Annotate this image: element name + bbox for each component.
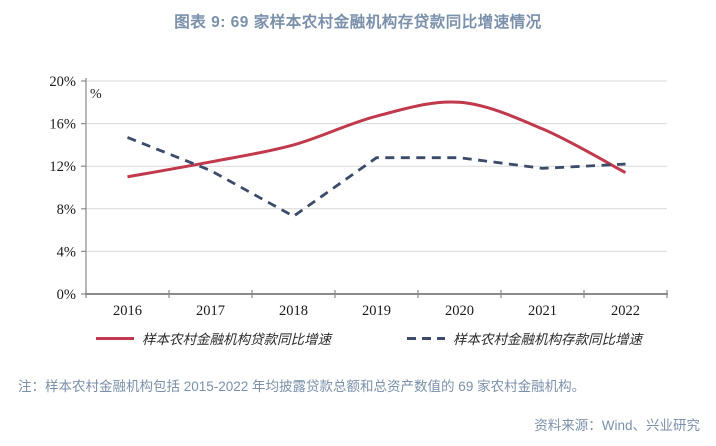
svg-text:0%: 0% (57, 287, 76, 303)
svg-text:2018: 2018 (279, 303, 308, 319)
svg-text:16%: 16% (49, 117, 76, 133)
legend-label-loans: 样本农村金融机构贷款同比增速 (142, 332, 331, 347)
svg-text:2021: 2021 (528, 303, 557, 319)
legend-item-deposits: 样本农村金融机构存款同比增速 (407, 328, 642, 348)
legend-label-deposits: 样本农村金融机构存款同比增速 (453, 332, 642, 347)
svg-text:2022: 2022 (611, 303, 640, 319)
svg-text:4%: 4% (57, 244, 76, 260)
svg-text:2016: 2016 (113, 303, 142, 319)
source-attribution: 资料来源：Wind、兴业研究 (534, 418, 700, 433)
page-title: 图表 9: 69 家样本农村金融机构存贷款同比增速情况 (174, 14, 542, 31)
footnote: 注：样本农村金融机构包括 2015-2022 年均披露贷款总额和总资产数值的 6… (18, 379, 586, 394)
svg-text:12%: 12% (49, 159, 76, 175)
svg-text:20%: 20% (49, 74, 76, 90)
dashed-line-icon (407, 336, 445, 340)
svg-text:2020: 2020 (445, 303, 474, 319)
svg-text:2019: 2019 (362, 303, 391, 319)
legend-item-loans: 样本农村金融机构贷款同比增速 (96, 328, 331, 348)
svg-text:2017: 2017 (196, 303, 225, 319)
chart-legend: 样本农村金融机构贷款同比增速 样本农村金融机构存款同比增速 (96, 328, 686, 348)
solid-line-icon (96, 336, 134, 340)
svg-text:8%: 8% (57, 202, 76, 218)
svg-text:%: % (90, 87, 102, 102)
